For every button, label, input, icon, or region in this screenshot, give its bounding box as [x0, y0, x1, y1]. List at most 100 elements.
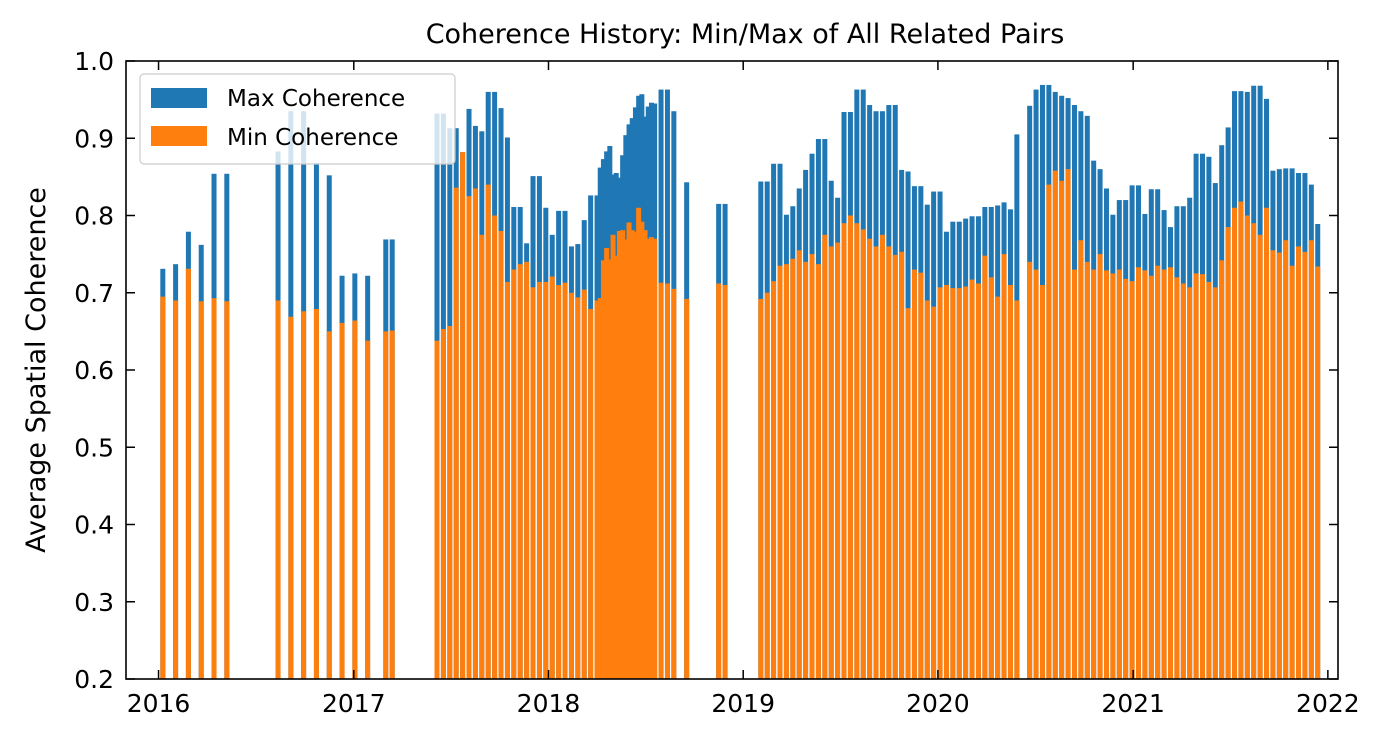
min-coherence-bar [1103, 270, 1109, 679]
min-coherence-bar [530, 287, 536, 679]
min-coherence-bar [1276, 252, 1282, 679]
min-coherence-bar [1257, 234, 1263, 679]
min-coherence-bar [1148, 275, 1154, 679]
min-coherence-bar [504, 281, 510, 679]
min-coherence-bar [211, 298, 217, 679]
min-coherence-bar [610, 234, 616, 679]
min-coherence-bar [1244, 215, 1250, 679]
min-coherence-bar [771, 281, 777, 679]
min-coherence-bar [613, 255, 619, 680]
min-coherence-bar [275, 300, 281, 679]
min-coherence-bar [924, 300, 930, 679]
y-tick-label: 0.8 [74, 202, 114, 231]
min-coherence-bar [790, 258, 796, 679]
min-coherence-bar [905, 308, 911, 679]
min-coherence-bar [1315, 266, 1321, 679]
legend-swatch-max [151, 88, 207, 108]
min-coherence-bar [1033, 269, 1039, 679]
min-coherence-bar [1212, 287, 1218, 679]
legend-swatch-min [151, 126, 207, 146]
min-coherence-bar [365, 340, 371, 679]
min-coherence-bar [453, 187, 459, 679]
min-coherence-bar [886, 246, 892, 679]
min-coherence-bar [1027, 261, 1033, 679]
min-coherence-bar [716, 283, 722, 679]
min-coherence-bar [1270, 250, 1276, 679]
min-coherence-bar [556, 285, 562, 679]
min-coherence-bar [937, 287, 943, 679]
min-coherence-bar [956, 288, 962, 679]
min-coherence-bar [841, 223, 847, 679]
min-coherence-bar [173, 300, 179, 679]
min-coherence-bar [1302, 251, 1308, 679]
axis-tick-labels: 0.2 0.3 0.4 0.5 0.6 0.7 0.8 0.9 1.0 2016 2017 2018 2… [74, 47, 1359, 718]
y-tick-label: 0.9 [74, 124, 114, 153]
legend-label-min: Min Coherence [227, 125, 398, 151]
min-coherence-bar [472, 188, 478, 679]
y-tick-label: 0.2 [74, 665, 114, 694]
min-coherence-bar [1123, 278, 1129, 679]
min-coherence-bar [1193, 273, 1199, 679]
min-coherence-bar [783, 264, 789, 679]
min-coherence-bar [1155, 265, 1161, 679]
min-coherence-bar [568, 292, 574, 679]
plot-frame [125, 60, 1339, 680]
min-coherence-bar [828, 246, 834, 679]
min-coherence-bar [899, 251, 905, 679]
min-coherence-bar [988, 277, 994, 679]
min-coherence-bar [600, 260, 606, 679]
x-tick-label: 2018 [517, 689, 581, 718]
legend: Max Coherence Min Coherence [139, 73, 456, 165]
y-tick-label: 0.6 [74, 356, 114, 385]
min-coherence-bar [722, 285, 728, 679]
min-coherence-bar [562, 282, 568, 679]
min-coherence-bar [860, 229, 866, 679]
min-coherence-bar [326, 331, 332, 680]
min-coherence-bar [648, 237, 654, 679]
min-coherence-bar [597, 298, 603, 679]
min-coherence-bar [623, 239, 629, 679]
min-coherence-bar [479, 234, 485, 679]
min-coherence-bar [1091, 269, 1097, 679]
y-tick-label: 1.0 [74, 47, 114, 76]
x-tick-label: 2022 [1296, 689, 1360, 718]
min-coherence-bar [498, 230, 504, 679]
min-coherence-bar [198, 301, 204, 679]
min-coherence-bar [1232, 207, 1238, 679]
min-coherence-bar [626, 222, 632, 679]
min-coherence-bar [764, 292, 770, 679]
x-tick-label: 2020 [906, 689, 970, 718]
chart-title: Coherence History: Min/Max of All Relate… [426, 19, 1065, 50]
min-coherence-bar [943, 285, 949, 679]
min-coherence-bar [777, 265, 783, 679]
min-coherence-bar [1174, 277, 1180, 679]
min-coherence-bar [524, 261, 530, 679]
x-tick-label: 2019 [711, 689, 775, 718]
y-axis-label: Average Spatial Coherence [21, 187, 52, 553]
min-coherence-bar [1039, 285, 1045, 679]
min-coherence-bar [867, 238, 873, 679]
min-coherence-bar [352, 320, 358, 679]
min-coherence-bar [549, 276, 555, 679]
min-coherence-bar [1071, 269, 1077, 679]
x-tick-label: 2021 [1101, 689, 1165, 718]
min-coherence-bar [1097, 254, 1103, 680]
min-coherence-bar [911, 269, 917, 679]
min-coherence-bar [1001, 254, 1007, 680]
min-coherence-bar [460, 152, 466, 679]
legend-frame [139, 73, 456, 165]
min-coherence-bar [185, 268, 191, 679]
min-coherence-bar [892, 254, 898, 679]
min-coherence-bar [684, 298, 690, 679]
min-coherence-bar [671, 288, 677, 679]
min-coherence-bar [604, 247, 610, 679]
min-coherence-bar [1129, 281, 1135, 679]
min-coherence-bar [815, 264, 821, 679]
min-coherence-bar [1059, 180, 1065, 680]
min-coherence-bar [1052, 170, 1058, 679]
min-coherence-bar [664, 283, 670, 679]
min-coherence-bar [511, 269, 517, 679]
min-coherence-bar [879, 234, 885, 679]
min-coherence-bar [1168, 267, 1173, 679]
min-coherence-bar [1238, 201, 1244, 679]
